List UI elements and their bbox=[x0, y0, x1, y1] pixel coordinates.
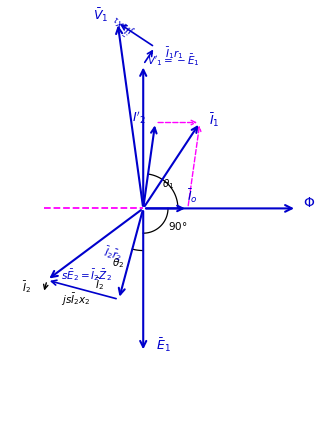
Text: $j\bar{I}_1x_1$: $j\bar{I}_1x_1$ bbox=[109, 12, 138, 38]
Text: $\Phi$: $\Phi$ bbox=[303, 197, 315, 211]
Text: $90°$: $90°$ bbox=[168, 220, 187, 232]
Text: $\theta_1$: $\theta_1$ bbox=[162, 177, 174, 190]
Text: $s\bar{E}_2=\bar{I}_2\bar{Z}_2$: $s\bar{E}_2=\bar{I}_2\bar{Z}_2$ bbox=[61, 267, 112, 283]
Text: $\bar{I}_2\bar{r}_2$: $\bar{I}_2\bar{r}_2$ bbox=[101, 243, 123, 263]
Text: $\bar{I}_2$: $\bar{I}_2$ bbox=[94, 276, 103, 293]
Text: $\theta_2$: $\theta_2$ bbox=[112, 256, 125, 270]
Text: $\bar{I}_1$: $\bar{I}_1$ bbox=[209, 111, 220, 129]
Text: $\bar{I}_2$: $\bar{I}_2$ bbox=[22, 279, 31, 295]
Text: $js\bar{I}_2x_2$: $js\bar{I}_2x_2$ bbox=[61, 292, 90, 308]
Text: $\bar{V}'_1 = -\bar{E}_1$: $\bar{V}'_1 = -\bar{E}_1$ bbox=[146, 52, 199, 68]
Text: $I'_2$: $I'_2$ bbox=[132, 109, 146, 126]
Text: $\bar{V}_1$: $\bar{V}_1$ bbox=[92, 6, 108, 24]
Text: $\bar{E}_1$: $\bar{E}_1$ bbox=[156, 336, 170, 353]
Text: $\bar{I}_o$: $\bar{I}_o$ bbox=[187, 187, 198, 205]
Text: $\bar{I}_1r_1$: $\bar{I}_1r_1$ bbox=[165, 45, 183, 61]
